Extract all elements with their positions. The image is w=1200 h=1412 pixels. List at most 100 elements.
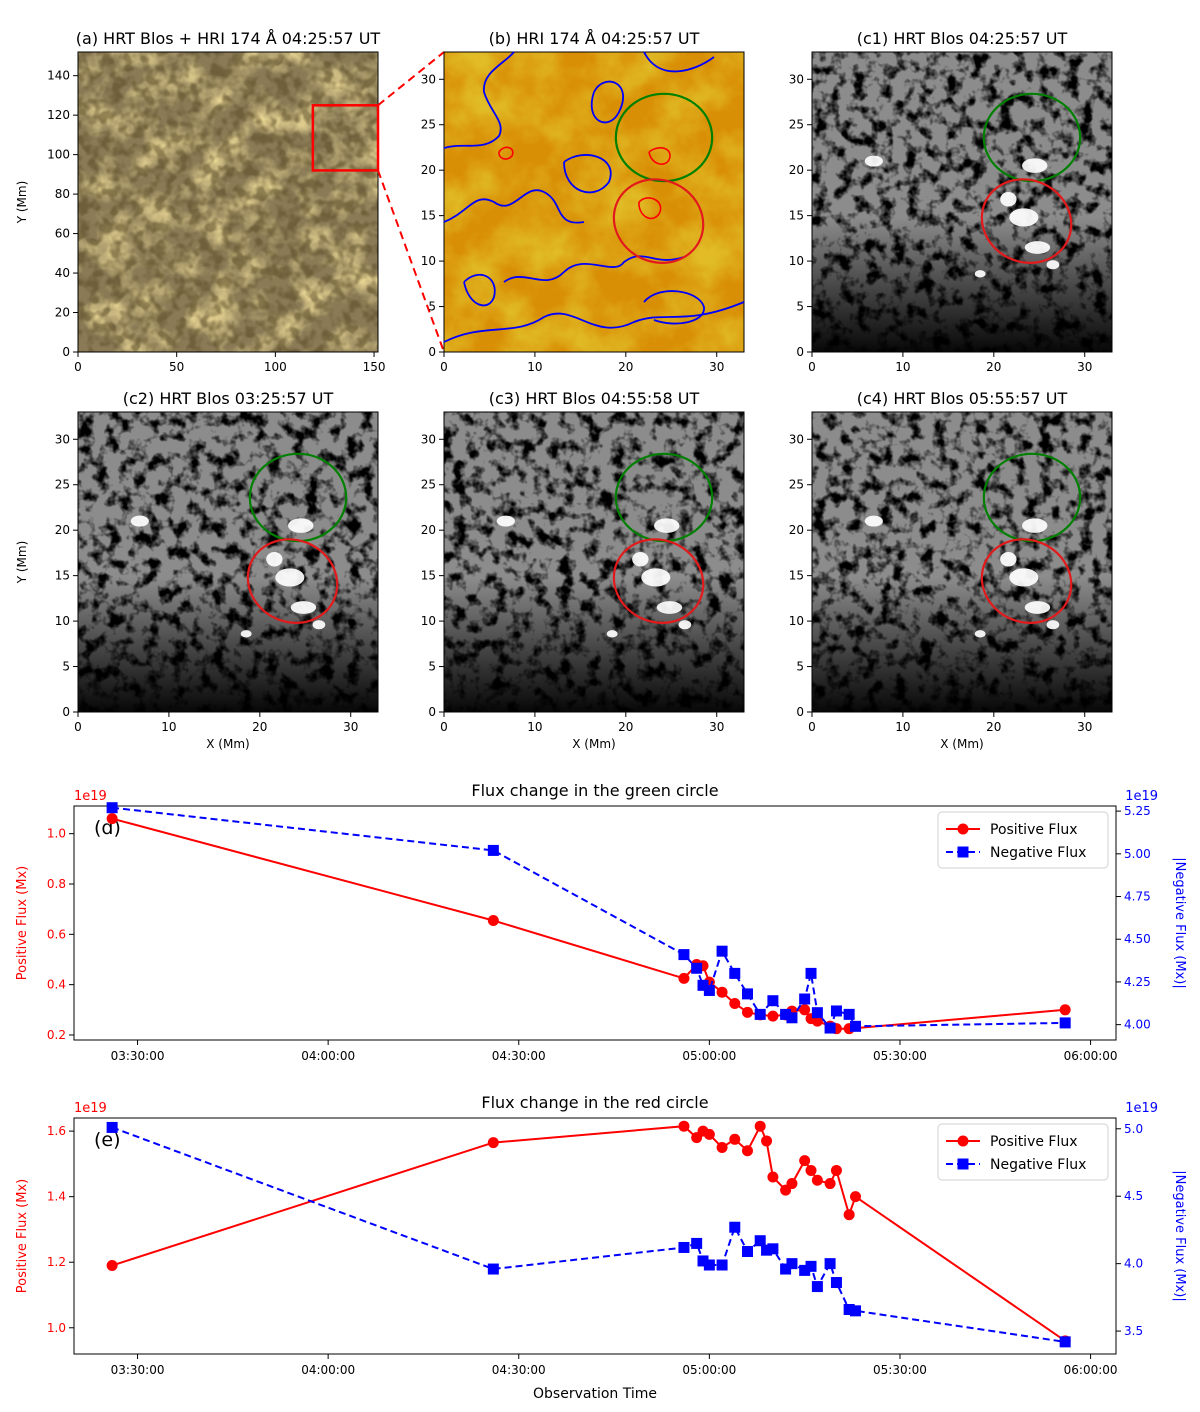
x-tick-label: 0: [74, 720, 82, 734]
y-tick-label: 0: [796, 705, 804, 719]
negative-contour: [443, 189, 585, 224]
positive-contour: [498, 146, 514, 160]
right-tick-label: 5.00: [1124, 847, 1151, 861]
y-tick-label: 30: [789, 432, 804, 446]
legend-box: [937, 1123, 1109, 1181]
zoom-connector-bottom: [377, 170, 445, 353]
chart-panel-label: (e): [94, 1129, 121, 1151]
positive-patch: [1022, 158, 1048, 173]
y-tick-label: 5: [796, 660, 804, 674]
negative-contour: [503, 255, 685, 283]
positive-flux-point: [729, 1133, 741, 1145]
panel-frame: [77, 411, 379, 713]
y-tick-label: 25: [421, 478, 436, 492]
left-offset-label: 1e19: [74, 1101, 107, 1116]
positive-flux-point: [767, 1171, 779, 1183]
negative-flux-point: [805, 967, 817, 979]
negative-flux-point: [767, 1243, 779, 1255]
y-tick-label: 0: [796, 345, 804, 359]
right-tick-label: 3.5: [1124, 1324, 1143, 1338]
negative-flux-point: [830, 1005, 842, 1017]
y-tick-label: 0: [428, 705, 436, 719]
y-tick-label: 30: [789, 72, 804, 86]
negative-flux-point: [850, 1305, 861, 1317]
negative-flux-point: [799, 1264, 811, 1276]
positive-patch: [1009, 568, 1039, 587]
zoom-box: [311, 104, 380, 172]
panel-title: (c4) HRT Blos 05:55:57 UT: [857, 389, 1068, 408]
positive-patch: [1024, 601, 1051, 614]
left-axis-label: Positive Flux (Mx): [15, 1179, 30, 1293]
positive-flux-point: [843, 1209, 855, 1221]
legend-marker-square: [957, 1158, 969, 1170]
panel-title: (c3) HRT Blos 04:55:58 UT: [489, 389, 700, 408]
positive-patch: [974, 270, 986, 278]
positive-flux-point: [850, 1191, 861, 1203]
x-tick-label: 04:30:00: [492, 1363, 546, 1377]
right-offset-label: 1e19: [1125, 1101, 1158, 1116]
euv-image-texture: [444, 52, 744, 352]
positive-patch: [1000, 552, 1017, 567]
x-tick-label: 20: [986, 720, 1001, 734]
left-tick-label: 0.6: [47, 927, 66, 941]
left-tick-label: 1.4: [47, 1190, 66, 1204]
x-tick-label: 30: [709, 720, 724, 734]
positive-flux-point: [487, 1137, 499, 1149]
negative-contour: [443, 301, 745, 343]
negative-flux-point: [780, 1008, 792, 1020]
red-circle: [612, 178, 705, 264]
right-axis-label: |Negative Flux (Mx)|: [1172, 1170, 1187, 1301]
negative-flux-point: [754, 1235, 766, 1247]
positive-patch: [1000, 192, 1017, 207]
positive-patch: [240, 630, 252, 638]
y-tick-label: 15: [789, 209, 804, 223]
panel-frame: [811, 411, 1113, 713]
x-tick-label: 0: [74, 360, 82, 374]
x-tick-label: 10: [527, 360, 542, 374]
panel-title: (b) HRI 174 Å 04:25:57 UT: [489, 29, 700, 48]
positive-flux-point: [741, 1006, 753, 1018]
panel-title: (a) HRT Blos + HRI 174 Å 04:25:57 UT: [76, 29, 381, 48]
positive-patch: [1009, 208, 1039, 227]
panel-c2: 0 10 20 30 0 5 10 15 20 25 30 (c2) HRT Blos 03:25:5…: [15, 389, 379, 751]
y-axis-label: Y (Mm): [15, 541, 29, 585]
chart-title: Flux change in the red circle: [481, 1093, 708, 1112]
negative-contour: [590, 80, 625, 124]
x-tick-label: 30: [709, 360, 724, 374]
y-tick-label: 20: [421, 523, 436, 537]
negative-flux-point: [729, 1221, 741, 1233]
magnetogram-dark-region: [812, 412, 1112, 712]
legend-marker-circle: [957, 1135, 969, 1147]
negative-flux-point: [697, 1255, 709, 1267]
y-tick-label: 5: [428, 660, 436, 674]
negative-flux-point: [703, 1259, 715, 1271]
y-tick-label: 5: [796, 300, 804, 314]
right-tick-label: 4.75: [1124, 890, 1151, 904]
panel-b: 0 10 20 30 0 5 10 15 20 25 30 (b) HRI 174 Å 04:25:5…: [421, 29, 745, 374]
left-tick-label: 1.2: [47, 1255, 66, 1269]
right-tick-label: 4.50: [1124, 932, 1151, 946]
negative-flux-point: [811, 1007, 823, 1019]
left-tick-label: 0.4: [47, 978, 66, 992]
x-tick-label: 0: [440, 360, 448, 374]
positive-flux-point: [767, 1010, 779, 1022]
flux-chart-d: 03:30:00 04:00:00 04:30:00 05:00:00 05:30:00…: [15, 781, 1187, 1063]
negative-flux-point: [106, 1121, 118, 1133]
negative-flux-point: [487, 844, 499, 856]
y-tick-label: 20: [789, 163, 804, 177]
y-tick-label: 15: [789, 569, 804, 583]
y-tick-label: 15: [421, 209, 436, 223]
negative-flux-point: [767, 995, 779, 1007]
y-tick-label: 0: [62, 705, 70, 719]
positive-patch: [496, 515, 515, 527]
x-tick-label: 06:00:00: [1064, 1363, 1118, 1377]
positive-flux-point: [786, 1178, 798, 1190]
positive-patch: [641, 568, 671, 587]
panel-frame: [443, 51, 745, 353]
negative-flux-point: [678, 949, 690, 961]
magnetogram-dark-region: [444, 412, 744, 712]
x-tick-label: 150: [363, 360, 386, 374]
x-tick-label: 10: [527, 720, 542, 734]
left-tick-label: 1.0: [47, 827, 66, 841]
red-circle: [246, 538, 339, 624]
